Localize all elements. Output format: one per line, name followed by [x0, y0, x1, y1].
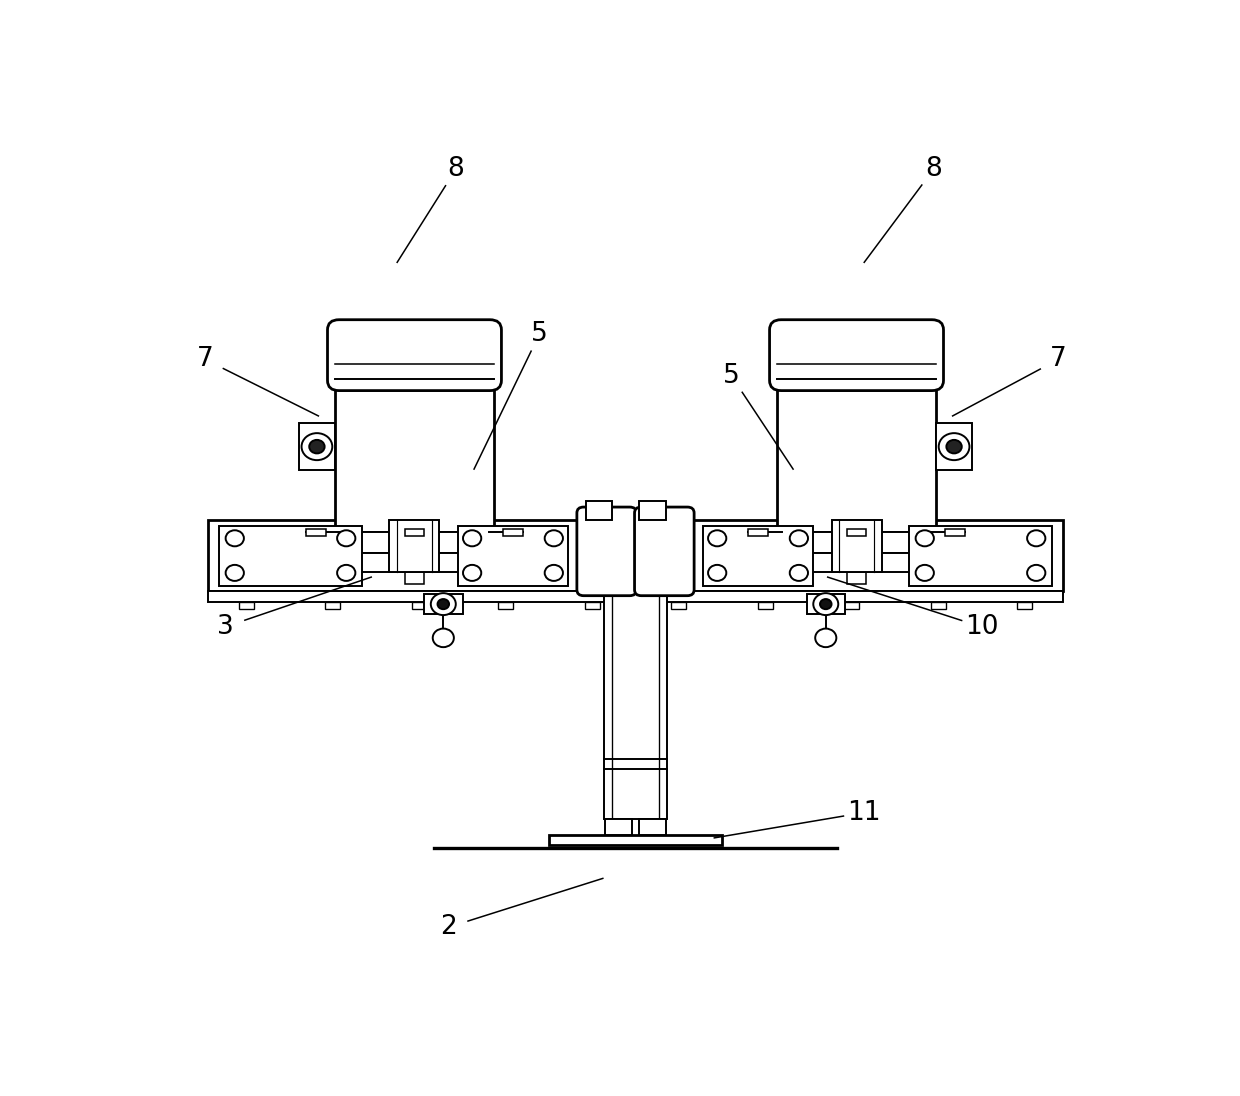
Bar	[335, 368, 494, 533]
Bar	[740, 533, 972, 553]
Bar	[503, 529, 522, 536]
Bar	[208, 520, 1063, 592]
Circle shape	[438, 600, 449, 609]
Circle shape	[708, 564, 727, 581]
Circle shape	[463, 530, 481, 546]
Bar	[585, 501, 613, 520]
Bar	[299, 533, 531, 553]
Circle shape	[544, 530, 563, 546]
Bar	[832, 520, 882, 572]
Bar	[389, 520, 439, 572]
Circle shape	[915, 564, 934, 581]
Bar	[604, 592, 667, 820]
Text: 7: 7	[1050, 346, 1066, 373]
Text: 5: 5	[723, 363, 740, 389]
Circle shape	[820, 600, 832, 609]
Text: 5: 5	[531, 321, 548, 347]
Circle shape	[1027, 530, 1045, 546]
Bar	[806, 594, 844, 614]
Bar	[671, 603, 687, 609]
Circle shape	[430, 593, 456, 615]
Bar	[909, 526, 1052, 585]
Bar	[549, 834, 722, 845]
Bar	[945, 529, 965, 536]
Bar	[584, 603, 600, 609]
Circle shape	[337, 564, 356, 581]
Circle shape	[1027, 564, 1045, 581]
Bar	[936, 423, 972, 470]
Text: 8: 8	[448, 157, 464, 183]
Bar	[930, 603, 946, 609]
Circle shape	[463, 564, 481, 581]
Circle shape	[226, 564, 244, 581]
FancyBboxPatch shape	[577, 507, 636, 595]
Bar	[640, 820, 666, 834]
Bar	[219, 526, 362, 585]
Circle shape	[337, 530, 356, 546]
Bar	[777, 368, 936, 533]
Bar	[404, 529, 424, 536]
Bar	[1017, 603, 1033, 609]
Circle shape	[708, 530, 727, 546]
Bar	[325, 572, 345, 584]
Bar	[758, 603, 773, 609]
Bar	[424, 594, 463, 614]
Circle shape	[433, 629, 454, 647]
Bar	[458, 526, 568, 585]
Bar	[281, 553, 548, 572]
FancyBboxPatch shape	[635, 507, 694, 595]
Bar	[847, 572, 866, 584]
Bar	[844, 603, 859, 609]
Text: 7: 7	[197, 346, 213, 373]
Bar	[703, 526, 813, 585]
Bar	[208, 592, 1063, 603]
Bar	[605, 820, 631, 834]
Bar	[498, 603, 513, 609]
Circle shape	[815, 629, 836, 647]
Bar	[325, 603, 341, 609]
Bar	[306, 529, 326, 536]
Bar	[926, 572, 946, 584]
Circle shape	[790, 530, 808, 546]
Circle shape	[309, 439, 325, 454]
Bar	[749, 529, 768, 536]
Circle shape	[915, 530, 934, 546]
Circle shape	[301, 433, 332, 460]
Text: 8: 8	[925, 157, 942, 183]
Bar	[238, 603, 254, 609]
Circle shape	[790, 564, 808, 581]
Bar	[485, 572, 503, 584]
Bar	[404, 572, 424, 584]
FancyBboxPatch shape	[770, 320, 944, 390]
Circle shape	[939, 433, 970, 460]
Circle shape	[226, 530, 244, 546]
Circle shape	[813, 593, 838, 615]
Text: 2: 2	[440, 914, 456, 940]
Bar	[768, 572, 786, 584]
Bar	[847, 529, 866, 536]
Bar	[299, 423, 335, 470]
Bar	[640, 501, 666, 520]
Text: 11: 11	[847, 800, 880, 825]
Text: 3: 3	[217, 614, 233, 640]
Bar	[723, 553, 990, 572]
FancyBboxPatch shape	[327, 320, 501, 390]
Text: 10: 10	[965, 614, 998, 640]
Bar	[412, 603, 427, 609]
Circle shape	[544, 564, 563, 581]
Circle shape	[946, 439, 962, 454]
